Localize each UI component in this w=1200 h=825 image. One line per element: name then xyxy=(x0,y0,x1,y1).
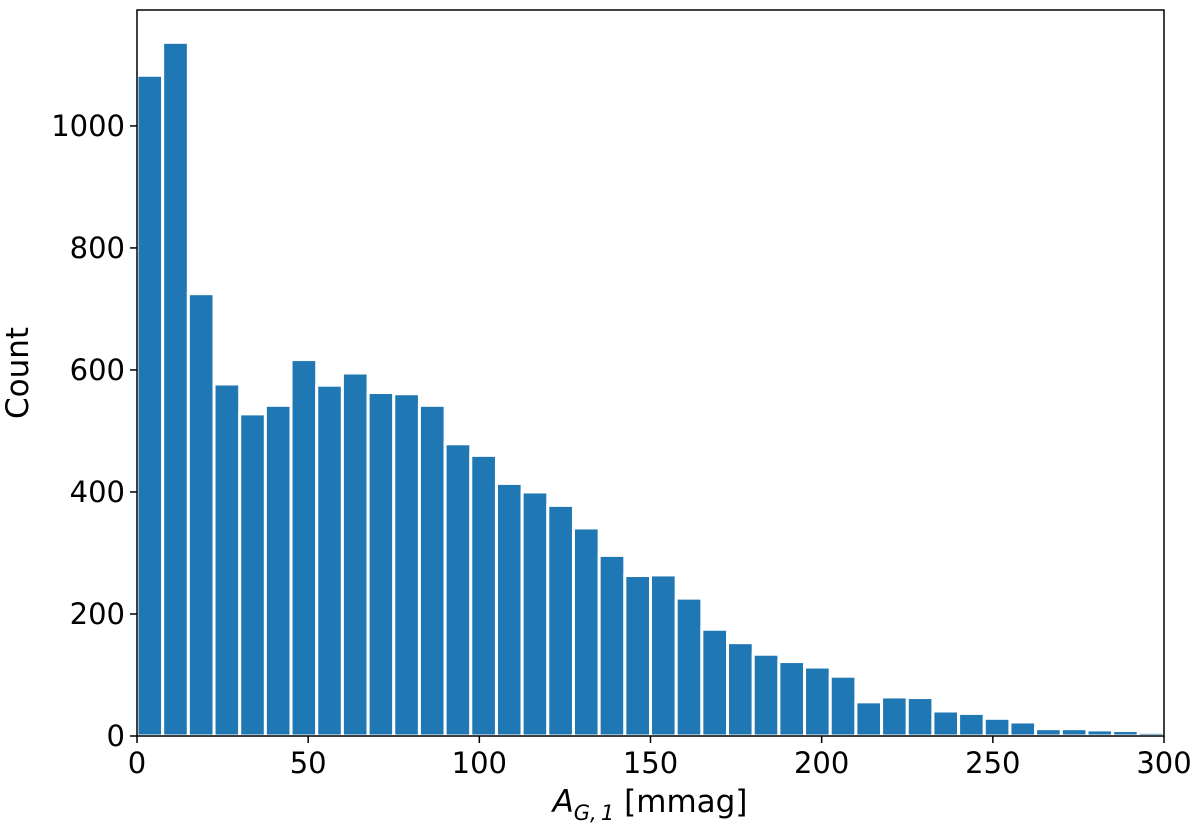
y-tick-label: 200 xyxy=(70,597,125,631)
x-tick-label: 150 xyxy=(623,746,678,780)
histogram-bar xyxy=(161,40,190,738)
histogram-bar xyxy=(674,596,704,738)
y-tick-label: 600 xyxy=(70,353,125,387)
x-tick-label: 200 xyxy=(794,746,849,780)
histogram-bar xyxy=(777,660,807,738)
histogram-bar xyxy=(494,481,524,738)
histogram-bar xyxy=(263,403,293,738)
histogram-bar xyxy=(315,383,344,738)
histogram-bar xyxy=(366,391,396,738)
histogram-bar xyxy=(417,403,447,738)
histogram-bar xyxy=(957,711,986,738)
y-tick-label: 0 xyxy=(107,719,125,753)
histogram-bar xyxy=(828,674,858,738)
histogram-bar xyxy=(880,695,909,738)
x-axis-label: AG, 1 [mmag] xyxy=(551,784,748,825)
histogram-bar xyxy=(1085,728,1115,738)
histogram-bar xyxy=(392,392,421,738)
x-tick-label: 300 xyxy=(1136,746,1191,780)
histogram-bar xyxy=(700,627,730,738)
histogram-bar xyxy=(1059,727,1089,738)
x-tick-label: 250 xyxy=(965,746,1020,780)
x-tick-label: 0 xyxy=(128,746,146,780)
histogram-bar xyxy=(212,382,242,738)
x-axis-label-main: A xyxy=(551,784,574,820)
histogram-bar xyxy=(649,573,678,738)
histogram-bar xyxy=(571,526,601,738)
histogram-bar xyxy=(1008,720,1038,738)
histogram-bar xyxy=(982,716,1012,738)
x-tick-label: 50 xyxy=(290,746,327,780)
y-tick-label: 800 xyxy=(70,231,125,265)
histogram-bar xyxy=(443,442,473,738)
bars-group xyxy=(135,40,1166,738)
x-axis-ticks: 0 50 100 150 200 250 300 xyxy=(128,736,1192,780)
histogram-bar xyxy=(726,641,755,738)
y-tick-label: 1000 xyxy=(51,109,125,143)
histogram-bar xyxy=(135,73,165,738)
y-tick-label: 400 xyxy=(70,475,125,509)
x-axis-label-subscript: G, 1 xyxy=(574,801,615,825)
x-tick-label: 100 xyxy=(452,746,507,780)
histogram-bar xyxy=(520,490,550,738)
y-axis-ticks: 0 200 400 600 800 1000 xyxy=(51,109,137,753)
histogram-bar xyxy=(905,696,935,738)
histogram-bar xyxy=(469,453,498,738)
histogram-bar xyxy=(931,709,961,738)
histogram-bar xyxy=(803,665,832,738)
histogram-bar xyxy=(186,292,216,738)
histogram-bar xyxy=(597,553,627,738)
histogram-bar xyxy=(546,503,575,738)
y-axis-label: Count xyxy=(0,327,36,419)
histogram-bar xyxy=(854,700,884,738)
histogram-bar xyxy=(623,574,653,738)
histogram-bar xyxy=(340,371,370,738)
x-axis-label-unit: [mmag] xyxy=(614,784,747,820)
histogram-bar xyxy=(1111,729,1140,738)
histogram-bar xyxy=(289,358,319,738)
histogram-bar xyxy=(238,412,267,738)
histogram-bar xyxy=(1034,727,1063,738)
histogram-bar xyxy=(751,652,781,738)
